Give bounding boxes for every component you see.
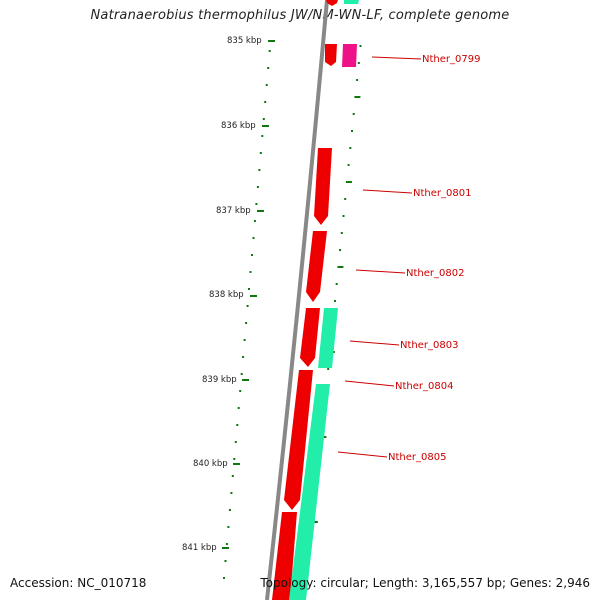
outer-scale-dot (335, 283, 338, 285)
scale-dot (234, 441, 237, 443)
scale-dot (225, 543, 228, 545)
scale-dot (249, 271, 252, 273)
scale-dot (230, 492, 233, 494)
outer-scale-dot (356, 79, 359, 81)
reverse-strand-genes (289, 0, 359, 600)
scale-dot (242, 356, 245, 358)
outer-scale-dot (354, 96, 361, 98)
scale-dot (256, 186, 259, 188)
gene-forward-0801[interactable] (314, 148, 332, 225)
genome-title: Natranaerobius thermophilus JW/NM-WN-LF,… (90, 8, 510, 23)
genome-backbone (265, 0, 329, 600)
outer-scale-dot (357, 62, 360, 64)
scale-dot (268, 50, 271, 52)
scale-label-840: 840 kbp (193, 459, 228, 469)
gene-forward-0802[interactable] (306, 231, 327, 302)
outer-scale-dot (334, 300, 336, 302)
scale-label-838: 838 kbp (209, 290, 244, 300)
gene-label-nther-0802[interactable]: Nther_0802 (406, 268, 464, 279)
outer-scale-dot (339, 249, 342, 251)
scale-dot (246, 305, 249, 307)
scale-dots (223, 50, 271, 579)
gene-label-nther-0804[interactable]: Nther_0804 (395, 381, 453, 392)
outer-scale-dot (352, 113, 355, 115)
outer-scale-dot (337, 266, 344, 268)
scale-dot (236, 424, 239, 426)
scale-dot (258, 169, 261, 171)
scale-dot (243, 339, 246, 341)
scale-dot (224, 560, 227, 562)
accession-text: Accession: NC_010718 (10, 576, 147, 590)
scale-dot (239, 390, 242, 392)
outer-scale-dot (342, 215, 345, 217)
scale-label-837: 837 kbp (216, 206, 251, 216)
outer-scale-dot (359, 45, 362, 47)
gene-highlight-0799[interactable] (342, 44, 357, 67)
leader-line (344, 380, 395, 387)
scale-dot (245, 322, 248, 324)
gene-label-nther-0799[interactable]: Nther_0799 (422, 54, 480, 65)
scale-label-839: 839 kbp (202, 375, 237, 385)
forward-strand-genes (272, 0, 338, 600)
scale-dot (251, 254, 253, 256)
scale-dot (237, 407, 240, 409)
outer-scale-dot (311, 521, 318, 523)
outer-scale-dot (349, 147, 352, 149)
gene-reverse-0805[interactable] (289, 384, 330, 600)
leader-line (337, 451, 388, 458)
scale-dot (233, 458, 236, 460)
leader-line (371, 56, 422, 60)
summary-text: Topology: circular; Length: 3,165,557 bp… (260, 576, 590, 590)
scale-dot (264, 101, 267, 103)
scale-dot (248, 288, 250, 290)
scale-dot (227, 526, 230, 528)
outer-scale-dot (345, 181, 352, 183)
scale-dot (265, 84, 268, 86)
leader-line (362, 189, 413, 194)
scale-label-841: 841 kbp (182, 543, 217, 553)
outer-scale-dot (340, 232, 343, 234)
scale-dot (261, 135, 264, 137)
scale-dot (259, 152, 262, 154)
leader-line (355, 269, 406, 274)
gene-forward-0803[interactable] (300, 308, 320, 367)
scale-dot (240, 373, 243, 375)
scale-dot (253, 220, 256, 222)
gene-reverse-0803[interactable] (318, 308, 338, 368)
scale-label-836: 836 kbp (221, 121, 256, 131)
gene-label-nther-0801[interactable]: Nther_0801 (413, 188, 471, 199)
outer-scale-dot (351, 130, 353, 132)
label-leaders (337, 56, 422, 458)
gene-reverse-0798[interactable] (344, 0, 359, 4)
scale-label-835: 835 kbp (227, 36, 262, 46)
scale-dot (252, 237, 255, 239)
scale-ticks: 835 kbp 836 kbp 837 kbp 838 kbp 839 kbp … (182, 36, 275, 553)
gene-labels: Nther_0799 Nther_0801 Nther_0802 Nther_0… (388, 54, 480, 463)
scale-dot (228, 509, 231, 511)
gene-forward-0806[interactable] (272, 512, 297, 600)
scale-dot (231, 475, 234, 477)
scale-dot (262, 118, 265, 120)
gene-label-nther-0803[interactable]: Nther_0803 (400, 340, 458, 351)
gene-forward-0800[interactable] (325, 44, 337, 66)
scale-dot (255, 203, 258, 205)
gene-forward-0804[interactable] (284, 370, 313, 510)
gene-label-nther-0805[interactable]: Nther_0805 (388, 452, 446, 463)
leader-line (349, 340, 400, 346)
scale-dot (223, 577, 225, 579)
outer-scale-dot (327, 368, 330, 370)
scale-dot (267, 67, 270, 69)
gene-forward-0798[interactable] (326, 0, 338, 6)
outer-scale-dot (347, 164, 350, 166)
outer-scale-dot (344, 198, 347, 200)
